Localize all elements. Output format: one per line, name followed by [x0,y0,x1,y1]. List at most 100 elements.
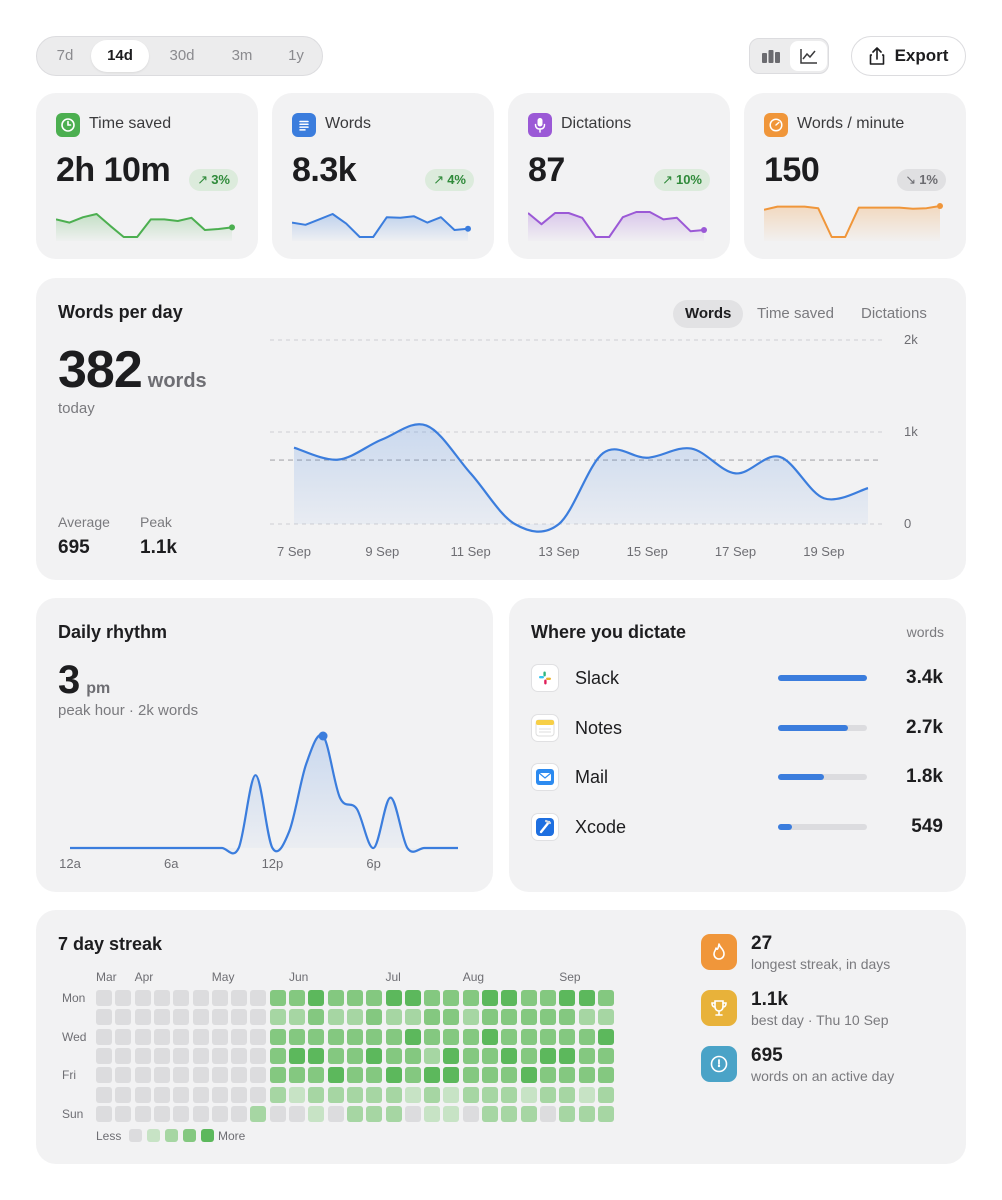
heatmap-cell[interactable] [366,990,383,1006]
heatmap-cell[interactable] [308,1086,325,1103]
heatmap-cell[interactable] [231,1028,248,1045]
heatmap-cell[interactable] [269,1067,286,1084]
heatmap-cell[interactable] [462,1105,479,1122]
heatmap-cell[interactable] [597,1009,614,1026]
heatmap-cell[interactable] [501,1086,518,1103]
heatmap-cell[interactable] [443,1105,460,1122]
range-option-30d[interactable]: 30d [169,47,195,64]
heatmap-cell[interactable] [462,1067,479,1084]
heatmap-cell[interactable] [443,990,460,1006]
heatmap-cell[interactable] [96,1047,112,1064]
heatmap-cell[interactable] [578,1028,595,1045]
heatmap-cell[interactable] [385,1067,402,1084]
heatmap-cell[interactable] [559,990,576,1006]
heatmap-cell[interactable] [559,1086,576,1103]
heatmap-cell[interactable] [559,1105,576,1122]
heatmap-cell[interactable] [327,990,344,1006]
heatmap-cell[interactable] [539,1009,556,1026]
tab-words[interactable]: Words [673,300,744,328]
heatmap-cell[interactable] [289,1047,305,1064]
heatmap-cell[interactable] [520,1067,537,1084]
heatmap-cell[interactable] [289,990,305,1006]
heatmap-cell[interactable] [327,1047,344,1064]
heatmap-cell[interactable] [115,990,132,1006]
heatmap-cell[interactable] [211,1067,228,1084]
heatmap-cell[interactable] [96,1028,112,1045]
heatmap-cell[interactable] [153,1086,170,1103]
heatmap-cell[interactable] [482,990,498,1006]
heatmap-cell[interactable] [346,990,363,1006]
heatmap-cell[interactable] [482,1047,498,1064]
heatmap-cell[interactable] [443,1086,460,1103]
heatmap-cell[interactable] [153,1047,170,1064]
heatmap-cell[interactable] [385,1105,402,1122]
heatmap-cell[interactable] [269,1047,286,1064]
heatmap-cell[interactable] [134,1086,151,1103]
heatmap-cell[interactable] [327,1086,344,1103]
heatmap-cell[interactable] [404,1028,421,1045]
heatmap-cell[interactable] [404,990,421,1006]
heatmap-cell[interactable] [539,1047,556,1064]
heatmap-cell[interactable] [250,1047,267,1064]
heatmap-cell[interactable] [520,1047,537,1064]
heatmap-cell[interactable] [173,1105,190,1122]
heatmap-cell[interactable] [96,1105,112,1122]
heatmap-cell[interactable] [211,1009,228,1026]
heatmap-cell[interactable] [443,1009,460,1026]
heatmap-cell[interactable] [173,1047,190,1064]
heatmap-cell[interactable] [482,1086,498,1103]
heatmap-cell[interactable] [346,1067,363,1084]
heatmap-cell[interactable] [250,1105,267,1122]
heatmap-cell[interactable] [289,1067,305,1084]
heatmap-cell[interactable] [134,1105,151,1122]
heatmap-cell[interactable] [385,1009,402,1026]
heatmap-cell[interactable] [597,1105,614,1122]
heatmap-cell[interactable] [173,1067,190,1084]
heatmap-cell[interactable] [134,990,151,1006]
heatmap-cell[interactable] [327,1105,344,1122]
heatmap-cell[interactable] [597,1047,614,1064]
heatmap-cell[interactable] [539,1105,556,1122]
heatmap-cell[interactable] [520,1009,537,1026]
heatmap-cell[interactable] [192,990,209,1006]
heatmap-cell[interactable] [192,1047,209,1064]
heatmap-cell[interactable] [559,1067,576,1084]
heatmap-cell[interactable] [501,1047,518,1064]
heatmap-cell[interactable] [462,1047,479,1064]
heatmap-cell[interactable] [153,1009,170,1026]
heatmap-cell[interactable] [346,1086,363,1103]
heatmap-cell[interactable] [385,1086,402,1103]
heatmap-cell[interactable] [134,1067,151,1084]
heatmap-cell[interactable] [327,1028,344,1045]
heatmap-cell[interactable] [366,1028,383,1045]
heatmap-cell[interactable] [96,990,112,1006]
heatmap-cell[interactable] [192,1009,209,1026]
export-button[interactable]: Export [851,36,966,76]
range-option-1y[interactable]: 1y [288,47,304,64]
heatmap-cell[interactable] [520,990,537,1006]
heatmap-cell[interactable] [96,1009,112,1026]
tab-dictations[interactable]: Dictations [861,305,927,322]
heatmap-cell[interactable] [539,1067,556,1084]
heatmap-cell[interactable] [250,990,267,1006]
heatmap-cell[interactable] [231,1067,248,1084]
heatmap-cell[interactable] [115,1086,132,1103]
heatmap-cell[interactable] [134,1047,151,1064]
heatmap-cell[interactable] [482,1009,498,1026]
heatmap-cell[interactable] [327,1009,344,1026]
heatmap-cell[interactable] [269,1009,286,1026]
heatmap-cell[interactable] [231,1009,248,1026]
range-option-14d[interactable]: 14d [91,40,149,72]
heatmap-cell[interactable] [96,1086,112,1103]
heatmap-cell[interactable] [597,990,614,1006]
heatmap-cell[interactable] [424,1105,441,1122]
heatmap-cell[interactable] [134,1028,151,1045]
heatmap-cell[interactable] [211,1086,228,1103]
heatmap-cell[interactable] [346,1028,363,1045]
heatmap-cell[interactable] [308,1047,325,1064]
heatmap-cell[interactable] [289,1105,305,1122]
heatmap-cell[interactable] [269,1028,286,1045]
bar-chart-view-button[interactable] [752,41,789,71]
heatmap-cell[interactable] [520,1086,537,1103]
heatmap-cell[interactable] [115,1067,132,1084]
